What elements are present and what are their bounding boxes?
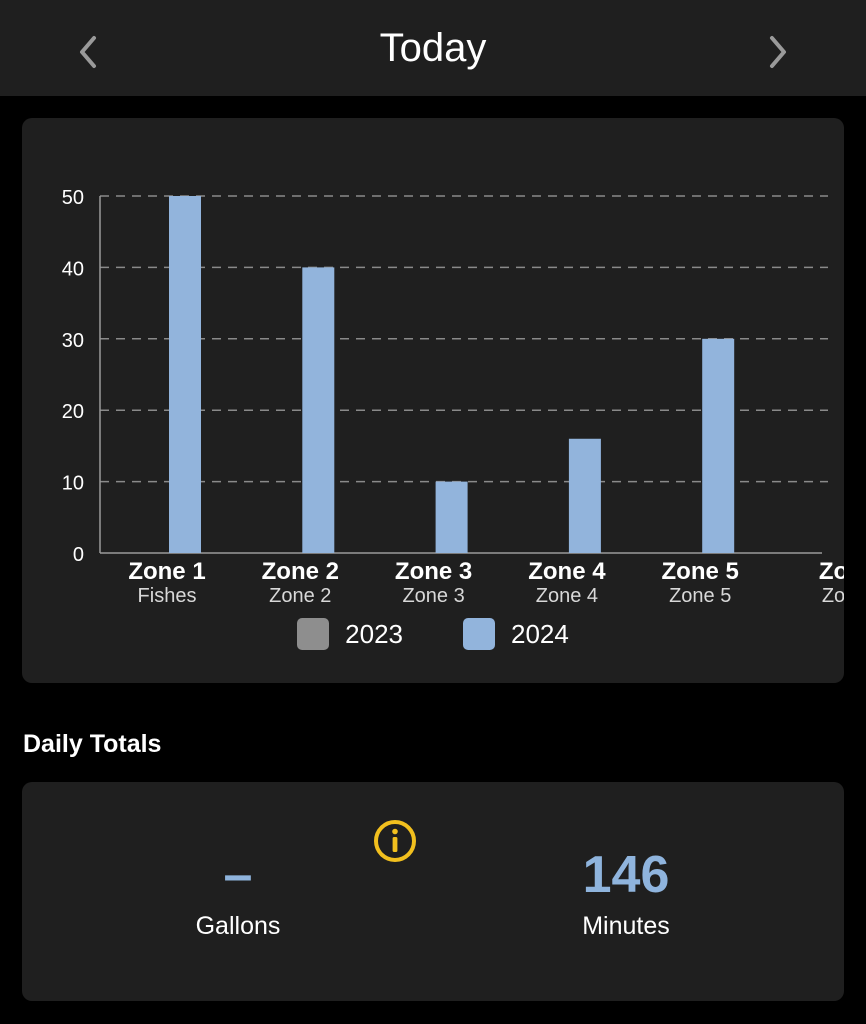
info-button[interactable] bbox=[372, 818, 418, 864]
legend-swatch-2024 bbox=[463, 618, 495, 650]
legend-item-2023[interactable]: 2023 bbox=[297, 618, 403, 650]
legend-swatch-2023 bbox=[297, 618, 330, 650]
info-circle-icon bbox=[374, 820, 416, 862]
page-title: Today bbox=[379, 26, 487, 70]
x-category-sublabel: Zo bbox=[822, 585, 844, 607]
bar-2024-3 bbox=[435, 481, 468, 553]
daily-totals-card: – Gallons 146 Minutes bbox=[22, 782, 844, 1001]
chevron-right-icon bbox=[770, 36, 786, 68]
y-tick-label: 50 bbox=[62, 187, 84, 209]
chart-card: 0 10 20 30 40 50 Zone 1 Fishes Zone 2 Zone 2 Zone … bbox=[22, 118, 844, 683]
next-day-button[interactable] bbox=[754, 28, 802, 76]
gallons-label: Gallons bbox=[195, 912, 281, 940]
daily-totals-heading: Daily Totals bbox=[23, 730, 162, 758]
legend-label-2023: 2023 bbox=[345, 618, 403, 649]
bar-2024-4 bbox=[568, 438, 601, 553]
x-category-sublabel: Zone 5 bbox=[669, 585, 731, 607]
gallons-value: – bbox=[223, 846, 253, 904]
x-category-label: Zone 5 bbox=[662, 558, 739, 585]
minutes-label: Minutes bbox=[582, 912, 670, 940]
x-category-sublabel: Zone 4 bbox=[536, 585, 598, 607]
top-bar: Today bbox=[0, 0, 866, 96]
bar-2024-1 bbox=[169, 196, 201, 553]
bar-2024-5 bbox=[702, 338, 735, 553]
legend-item-2024[interactable]: 2024 bbox=[463, 618, 569, 650]
x-category-sublabel: Zone 2 bbox=[269, 585, 331, 607]
x-category-label: Zone 4 bbox=[528, 558, 606, 585]
x-category-sublabel: Zone 3 bbox=[402, 585, 464, 607]
y-tick-label: 0 bbox=[73, 544, 84, 566]
chevron-left-icon bbox=[80, 36, 96, 68]
y-tick-label: 30 bbox=[62, 330, 84, 352]
x-category-label: Zo bbox=[819, 558, 844, 585]
chart-legend: 2023 2024 bbox=[22, 618, 844, 650]
y-tick-label: 10 bbox=[62, 473, 84, 495]
x-category-label: Zone 1 bbox=[128, 558, 205, 585]
minutes-value: 146 bbox=[582, 846, 670, 904]
x-category-sublabel: Fishes bbox=[138, 585, 197, 607]
minutes-stat: 146 Minutes bbox=[496, 844, 756, 941]
legend-label-2024: 2024 bbox=[511, 618, 569, 649]
bar-2024-2 bbox=[302, 267, 335, 553]
x-category-label: Zone 3 bbox=[395, 558, 472, 585]
gallons-stat: – Gallons bbox=[108, 844, 368, 941]
y-tick-label: 40 bbox=[62, 258, 84, 280]
previous-day-button[interactable] bbox=[64, 28, 112, 76]
x-category-label: Zone 2 bbox=[262, 558, 339, 585]
y-tick-label: 20 bbox=[62, 401, 84, 423]
